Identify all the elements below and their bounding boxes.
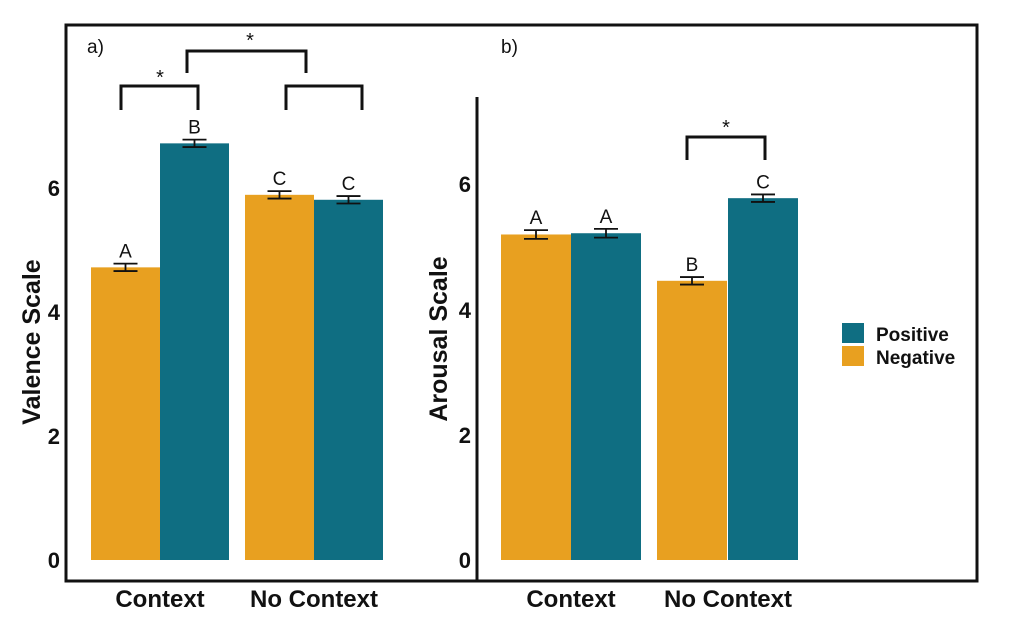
panel-a-ytick: 0 bbox=[48, 548, 60, 573]
panel-a-label: a) bbox=[87, 37, 104, 58]
panel-a-ytick: 4 bbox=[48, 300, 61, 325]
panel-b-xtick: Context bbox=[526, 586, 615, 613]
panel-b-label: b) bbox=[501, 37, 518, 58]
panel-a-errorbar bbox=[113, 262, 138, 272]
panel-a-bar-context-positive bbox=[160, 143, 229, 561]
panel-a-group-letter: B bbox=[188, 118, 201, 139]
panel-a-group-letter: C bbox=[273, 169, 287, 190]
panel-b-ytick: 2 bbox=[459, 423, 471, 448]
panel-a-ylabel: Valence Scale bbox=[18, 259, 46, 425]
panel-a-xtick: Context bbox=[115, 586, 204, 613]
panel-b-bracket-star: * bbox=[722, 117, 730, 139]
legend-swatch-negative bbox=[842, 346, 864, 366]
panel-b-group-letter: B bbox=[686, 255, 699, 276]
panel-a-bracket-nocontext bbox=[284, 84, 364, 110]
panel-a-bar-nocontext-positive bbox=[314, 199, 383, 560]
panel-b-errorbar bbox=[751, 193, 775, 203]
legend: Positive Negative bbox=[842, 323, 955, 369]
panel-a-bar-nocontext-negative bbox=[245, 194, 314, 560]
figure-frame bbox=[64, 23, 979, 583]
panel-b-errorbar bbox=[594, 227, 618, 239]
panel-a-errorbar bbox=[336, 195, 361, 205]
legend-swatch-positive bbox=[842, 323, 864, 343]
panel-a-bar-context-negative bbox=[91, 267, 160, 560]
panel-b-bar-nocontext-positive bbox=[728, 198, 798, 560]
panel-a-xtick: No Context bbox=[250, 586, 378, 613]
panel-b: b) Arousal Scale 0 2 4 6 A A B C * Conte… bbox=[425, 37, 798, 613]
legend-label-positive: Positive bbox=[876, 325, 949, 346]
legend-label-negative: Negative bbox=[876, 348, 955, 369]
panel-b-bracket-nocontext bbox=[685, 135, 767, 160]
panel-b-bar-nocontext-negative bbox=[657, 280, 727, 560]
panel-b-bar-context-positive bbox=[571, 233, 641, 560]
panel-a: a) Valence Scale 0 2 4 6 A B C C * * Con… bbox=[18, 30, 383, 613]
panel-b-errorbar bbox=[680, 276, 704, 286]
panel-a-bracket-between bbox=[185, 49, 308, 73]
panel-a-bracket-context bbox=[119, 84, 200, 110]
panel-a-errorbar bbox=[182, 138, 207, 148]
panel-b-ytick: 0 bbox=[459, 548, 471, 573]
panel-a-ytick: 6 bbox=[48, 176, 60, 201]
panel-a-group-letter: C bbox=[342, 174, 356, 195]
panel-a-group-letter: A bbox=[119, 242, 132, 263]
panel-a-bracket-star: * bbox=[156, 67, 164, 89]
panel-b-group-letter: A bbox=[600, 207, 613, 228]
panel-a-ytick: 2 bbox=[48, 424, 60, 449]
panel-b-errorbar bbox=[524, 229, 548, 240]
panel-a-bracket-star: * bbox=[246, 30, 254, 52]
panel-b-ylabel: Arousal Scale bbox=[425, 256, 453, 421]
panel-b-ytick: 6 bbox=[459, 172, 471, 197]
panel-b-ytick: 4 bbox=[459, 298, 472, 323]
panel-b-group-letter: A bbox=[530, 208, 543, 229]
panel-b-group-letter: C bbox=[756, 172, 770, 193]
panel-b-bar-context-negative bbox=[501, 234, 571, 561]
panel-a-errorbar bbox=[267, 190, 292, 200]
panel-b-xtick: No Context bbox=[664, 586, 792, 613]
